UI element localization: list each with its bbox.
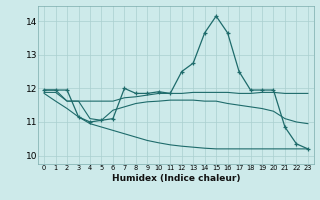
- X-axis label: Humidex (Indice chaleur): Humidex (Indice chaleur): [112, 174, 240, 183]
